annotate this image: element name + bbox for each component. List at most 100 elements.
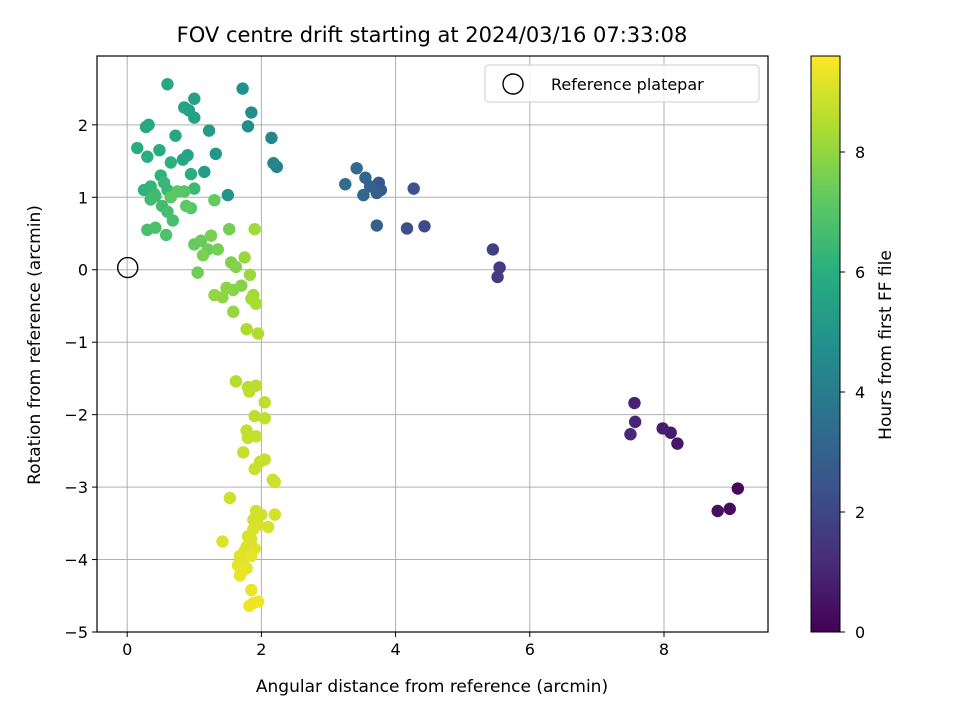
data-point [339, 178, 352, 191]
data-point [131, 141, 144, 155]
y-axis-label: Rotation from reference (arcmin) [25, 205, 45, 485]
plot-frame [96, 55, 769, 633]
data-point [265, 131, 278, 145]
reference-platepar-marker [116, 256, 139, 279]
data-point [248, 222, 261, 236]
data-point [671, 437, 684, 450]
data-point [157, 176, 171, 189]
data-point [656, 422, 669, 435]
data-point [149, 221, 162, 234]
colorbar: 0 2 4 6 8 Hours from first FF file [810, 55, 896, 642]
data-point [267, 157, 280, 170]
data-point [209, 147, 222, 161]
data-point [196, 249, 210, 262]
data-point [184, 167, 198, 181]
y-tick-label: 1 [78, 188, 88, 207]
data-point [243, 268, 257, 282]
data-point [245, 549, 258, 563]
data-point [144, 193, 157, 206]
data-point [258, 412, 271, 425]
data-point [211, 243, 224, 256]
data-point [238, 251, 251, 264]
data-point [261, 520, 275, 534]
data-point [166, 214, 180, 227]
data-point [178, 101, 191, 114]
data-point [208, 193, 221, 207]
data-point [169, 129, 182, 142]
data-point [628, 396, 641, 410]
colorbar-tick-label: 6 [855, 263, 865, 282]
data-point [194, 234, 208, 247]
data-point [258, 396, 271, 409]
y-tick-label: −2 [64, 406, 88, 425]
data-point [188, 92, 201, 105]
colorbar-gradient [810, 55, 841, 633]
data-points [131, 78, 745, 613]
data-point [223, 491, 237, 505]
data-point [220, 281, 233, 295]
data-point [268, 508, 282, 521]
data-point [161, 78, 174, 91]
x-tick-label: 2 [256, 640, 266, 659]
data-point [188, 182, 201, 195]
y-tick-label: 0 [78, 261, 88, 280]
legend: Reference platepar [484, 64, 760, 103]
data-point [176, 153, 190, 166]
data-point [245, 106, 258, 119]
legend-entry-label: Reference platepar [551, 75, 704, 94]
data-point [258, 453, 271, 466]
data-point [221, 188, 235, 202]
colorbar-tick-label: 8 [855, 143, 865, 162]
data-point [240, 322, 253, 336]
x-tick-label: 8 [659, 640, 669, 659]
colorbar-tick-label: 0 [855, 623, 865, 642]
data-point [191, 266, 204, 279]
x-tick-label: 0 [122, 640, 132, 659]
data-point [268, 475, 282, 489]
x-axis-ticks: 0 2 4 6 8 [122, 632, 669, 659]
data-point [204, 229, 218, 242]
data-point [141, 150, 154, 163]
data-point [245, 583, 258, 597]
data-point [164, 191, 178, 204]
data-point [249, 430, 263, 443]
data-point [251, 327, 265, 340]
data-point [153, 143, 166, 157]
data-point [418, 220, 431, 233]
data-point [243, 599, 256, 613]
y-axis-ticks: −5 −4 −3 −2 −1 0 1 2 [64, 116, 97, 642]
y-tick-label: −4 [64, 551, 88, 570]
data-point [216, 535, 229, 548]
data-point [202, 124, 216, 137]
x-tick-label: 6 [525, 640, 535, 659]
data-point [159, 228, 173, 242]
colorbar-tick-label: 4 [855, 383, 865, 402]
legend-box [484, 64, 760, 103]
data-point [370, 219, 384, 232]
data-point [723, 502, 736, 516]
data-point [241, 120, 255, 133]
data-point [164, 156, 178, 169]
data-point [350, 162, 363, 175]
data-point [407, 182, 420, 195]
chart-title: FOV centre drift starting at 2024/03/16 … [177, 23, 688, 47]
colorbar-label: Hours from first FF file [876, 250, 896, 440]
data-point [229, 375, 243, 388]
data-point [249, 297, 263, 310]
data-point [731, 482, 745, 495]
y-tick-label: −1 [64, 333, 88, 352]
data-point [486, 243, 500, 256]
data-point [237, 446, 250, 459]
y-tick-label: −3 [64, 478, 88, 497]
data-point [208, 288, 221, 302]
data-point [243, 385, 256, 398]
y-tick-label: 2 [78, 116, 88, 135]
colorbar-tick-label: 2 [855, 503, 865, 522]
y-tick-label: −5 [64, 623, 88, 642]
data-point [493, 261, 506, 274]
x-tick-label: 4 [391, 640, 401, 659]
colorbar-ticks: 0 2 4 6 8 [840, 143, 865, 642]
data-point [198, 165, 211, 179]
data-point [139, 120, 153, 134]
